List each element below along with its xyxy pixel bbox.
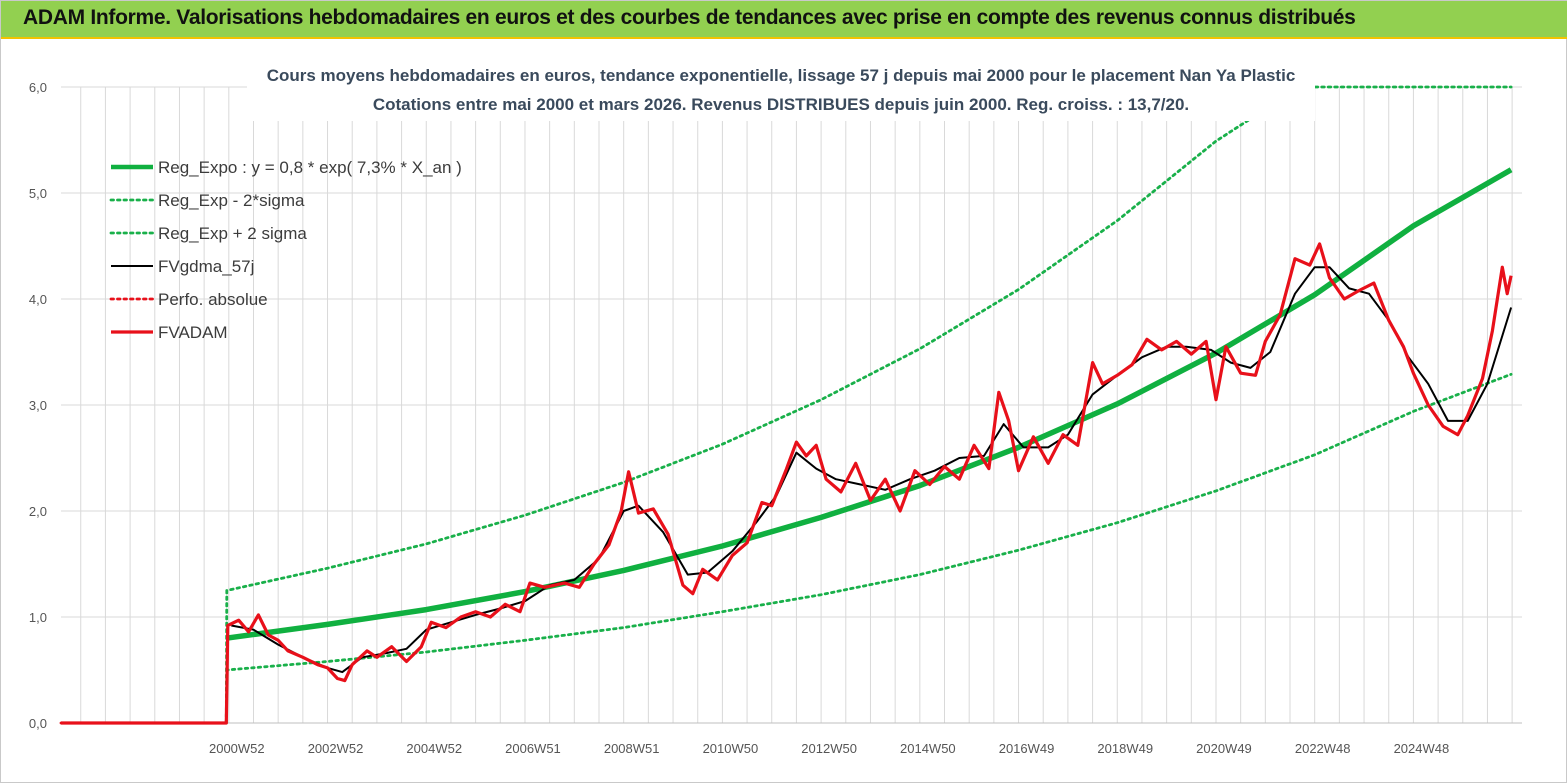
y-tick-label: 2,0 xyxy=(29,504,47,519)
x-tick-label: 2022W48 xyxy=(1295,741,1351,756)
x-tick-label: 2002W52 xyxy=(308,741,364,756)
legend-label: Reg_Exp - 2*sigma xyxy=(158,191,305,210)
chart-title: Cours moyens hebdomadaires en euros, ten… xyxy=(267,66,1296,85)
grid xyxy=(61,86,1522,724)
legend-label: Reg_Expo : y = 0,8 * exp( 7,3% * X_an ) xyxy=(158,158,462,177)
x-tick-label: 2016W49 xyxy=(999,741,1055,756)
y-tick-label: 4,0 xyxy=(29,292,47,307)
chart-subtitle: Cotations entre mai 2000 et mars 2026. R… xyxy=(373,95,1189,114)
series-line-5 xyxy=(61,242,1513,725)
series-line-1 xyxy=(224,372,1513,725)
x-tick-label: 2004W52 xyxy=(406,741,462,756)
x-tick-label: 2024W48 xyxy=(1394,741,1450,756)
y-tick-label: 6,0 xyxy=(29,80,47,95)
y-tick-label: 3,0 xyxy=(29,398,47,413)
axis-ticks: 0,0 1,0 2,0 3,0 4,0 5,0 6,0 2000W52 2002W52 2004W… xyxy=(29,80,1449,756)
y-tick-label: 1,0 xyxy=(29,610,47,625)
header-bar: ADAM Informe. Valorisations hebdomadaire… xyxy=(1,1,1567,39)
legend-label: Reg_Exp + 2 sigma xyxy=(158,224,307,243)
x-tick-label: 2018W49 xyxy=(1097,741,1153,756)
x-tick-label: 2012W50 xyxy=(801,741,857,756)
x-tick-label: 2008W51 xyxy=(604,741,660,756)
x-tick-label: 2010W50 xyxy=(703,741,759,756)
y-tick-label: 5,0 xyxy=(29,186,47,201)
x-tick-label: 2014W50 xyxy=(900,741,956,756)
legend-label: FVADAM xyxy=(158,323,228,342)
x-tick-label: 2000W52 xyxy=(209,741,265,756)
legend-label: Perfo. absolue xyxy=(158,290,268,309)
series-line-2 xyxy=(224,85,1513,725)
y-tick-label: 0,0 xyxy=(29,716,47,731)
x-tick-label: 2020W49 xyxy=(1196,741,1252,756)
series-line-0 xyxy=(225,167,1513,641)
legend: Reg_Expo : y = 0,8 * exp( 7,3% * X_an ) R… xyxy=(109,158,462,342)
series xyxy=(59,85,1513,725)
page-title: ADAM Informe. Valorisations hebdomadaire… xyxy=(23,6,1356,29)
title-background xyxy=(247,59,1315,121)
x-tick-label: 2006W51 xyxy=(505,741,561,756)
legend-label: FVgdma_57j xyxy=(158,257,254,276)
